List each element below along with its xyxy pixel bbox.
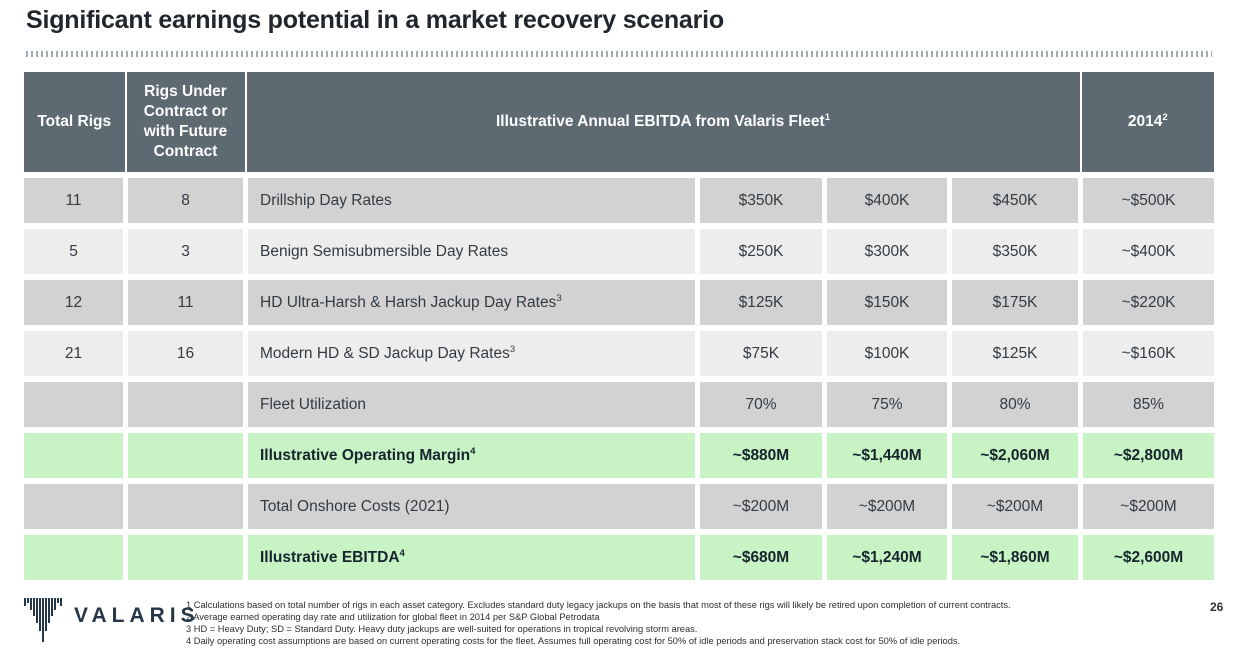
cell-value: $450K: [952, 178, 1078, 223]
cell-value: $250K: [700, 229, 822, 274]
cell-contracted: 3: [128, 229, 243, 274]
cell-description: Modern HD & SD Jackup Day Rates3: [248, 331, 695, 376]
cell-value: ~$1,860M: [952, 535, 1078, 580]
cell-value: ~$680M: [700, 535, 822, 580]
cell-value: ~$1,240M: [827, 535, 947, 580]
dotted-divider: [26, 51, 1212, 57]
cell-contracted: [128, 484, 243, 529]
earnings-table: Total Rigs Rigs Under Contract or with F…: [24, 72, 1214, 580]
valaris-logo-wordmark: VALARIS: [74, 604, 200, 627]
cell-contracted: 8: [128, 178, 243, 223]
cell-contracted: [128, 382, 243, 427]
header-illustrative-ebitda: Illustrative Annual EBITDA from Valaris …: [246, 72, 1080, 172]
cell-value-2014: ~$200M: [1083, 484, 1214, 529]
header-rigs-under-contract: Rigs Under Contract or with Future Contr…: [126, 72, 245, 172]
footnote-4: 4 Daily operating cost assumptions are b…: [186, 635, 961, 646]
cell-total-rigs: [24, 484, 123, 529]
cell-contracted: 11: [128, 280, 243, 325]
cell-value: $125K: [952, 331, 1078, 376]
cell-value: ~$200M: [952, 484, 1078, 529]
header-total-rigs: Total Rigs: [24, 72, 125, 172]
cell-total-rigs: [24, 535, 123, 580]
cell-value-2014: ~$2,600M: [1083, 535, 1214, 580]
cell-value: $300K: [827, 229, 947, 274]
footnote-3: 3 HD = Heavy Duty; SD = Standard Duty. H…: [186, 623, 698, 634]
valaris-logo: VALARIS: [24, 597, 200, 645]
cell-value: $350K: [952, 229, 1078, 274]
cell-value: $400K: [827, 178, 947, 223]
cell-contracted: 16: [128, 331, 243, 376]
cell-description: Total Onshore Costs (2021): [248, 484, 695, 529]
cell-description: Drillship Day Rates: [248, 178, 695, 223]
slide-title: Significant earnings potential in a mark…: [26, 6, 724, 34]
cell-value: $175K: [952, 280, 1078, 325]
footnotes: 1 Calculations based on total number of …: [186, 600, 1146, 648]
cell-value: ~$880M: [700, 433, 822, 478]
cell-value-2014: 85%: [1083, 382, 1214, 427]
cell-description: Benign Semisubmersible Day Rates: [248, 229, 695, 274]
cell-description: HD Ultra-Harsh & Harsh Jackup Day Rates3: [248, 280, 695, 325]
footnote-1: 1 Calculations based on total number of …: [186, 600, 1011, 610]
cell-value: $150K: [827, 280, 947, 325]
cell-value: $125K: [700, 280, 822, 325]
cell-value: $100K: [827, 331, 947, 376]
cell-total-rigs: 11: [24, 178, 123, 223]
cell-description: Illustrative EBITDA4: [248, 535, 695, 580]
cell-total-rigs: [24, 433, 123, 478]
footnote-2: 2 Average earned operating day rate and …: [186, 611, 600, 622]
cell-value: ~$200M: [827, 484, 947, 529]
cell-value-2014: ~$2,800M: [1083, 433, 1214, 478]
cell-value: 70%: [700, 382, 822, 427]
cell-value-2014: ~$220K: [1083, 280, 1214, 325]
cell-description: Illustrative Operating Margin4: [248, 433, 695, 478]
cell-value: 80%: [952, 382, 1078, 427]
cell-value-2014: ~$400K: [1083, 229, 1214, 274]
cell-value-2014: ~$160K: [1083, 331, 1214, 376]
valaris-logo-icon: [24, 598, 62, 642]
cell-value: $75K: [700, 331, 822, 376]
cell-value: 75%: [827, 382, 947, 427]
header-2014: 20142: [1081, 72, 1214, 172]
cell-total-rigs: 5: [24, 229, 123, 274]
cell-contracted: [128, 535, 243, 580]
cell-contracted: [128, 433, 243, 478]
cell-value: ~$200M: [700, 484, 822, 529]
cell-total-rigs: 12: [24, 280, 123, 325]
cell-value: ~$2,060M: [952, 433, 1078, 478]
cell-value-2014: ~$500K: [1083, 178, 1214, 223]
cell-description: Fleet Utilization: [248, 382, 695, 427]
cell-value: $350K: [700, 178, 822, 223]
page-number: 26: [1210, 600, 1224, 614]
cell-value: ~$1,440M: [827, 433, 947, 478]
cell-total-rigs: [24, 382, 123, 427]
cell-total-rigs: 21: [24, 331, 123, 376]
